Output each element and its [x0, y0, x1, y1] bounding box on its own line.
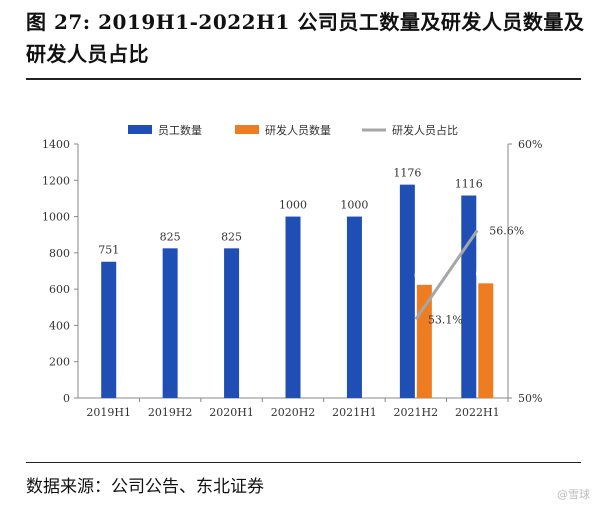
source-rule [26, 462, 581, 463]
source-note: 数据来源：公司公告、东北证券 [26, 477, 264, 497]
y-tick-label: 400 [49, 319, 70, 332]
figure-title: 图 27: 2019H1-2022H1 公司员工数量及研发人员数量及研发人员占比 [26, 10, 585, 66]
y-tick-label: 1400 [42, 138, 70, 151]
bar-employees [461, 195, 477, 398]
legend-swatch [128, 125, 152, 134]
y-tick-label: 200 [49, 356, 70, 369]
legend-label: 员工数量 [158, 124, 202, 137]
chart-area: 0 200 400 600 800 1000 1200 1400 50% 60% 2019H1 201… [0, 80, 600, 460]
y-tick-label: 1000 [42, 211, 70, 224]
y2-tick-label: 60% [518, 138, 542, 151]
data-label-ratio: 56.6% [489, 224, 524, 237]
y2-tick-label: 50% [518, 392, 542, 405]
watermark: @雪球 [557, 488, 590, 501]
legend-label: 研发人员数量 [265, 123, 331, 137]
x-tick-label: 2019H2 [148, 406, 193, 419]
data-label-employees: 1176 [393, 167, 421, 180]
y-tick-label: 0 [63, 392, 70, 405]
data-label-ratio: 53.1% [428, 313, 463, 326]
data-label-employees: 751 [98, 244, 119, 257]
x-tick-label: 2022H1 [455, 406, 500, 419]
title-rule [26, 78, 581, 80]
y-tick-label: 800 [49, 247, 70, 260]
bar-employees [346, 216, 362, 398]
x-tick-label: 2020H1 [209, 406, 254, 419]
data-label-employees: 1000 [279, 199, 307, 212]
x-tick-label: 2019H1 [86, 406, 131, 419]
x-tick-label: 2020H2 [271, 406, 316, 419]
data-label-employees: 825 [160, 230, 181, 243]
data-label-employees: 825 [221, 230, 242, 243]
bar-employees [399, 184, 415, 398]
chart-svg: 0 200 400 600 800 1000 1200 1400 50% 60% 2019H1 201… [42, 123, 542, 419]
data-label-employees: 1000 [340, 199, 368, 212]
bar-employees [224, 248, 240, 398]
data-label-rd: 624 [414, 269, 435, 282]
x-tick-label: 2021H2 [394, 406, 439, 419]
data-label-employees: 1116 [455, 178, 483, 191]
x-tick-label: 2021H1 [332, 406, 377, 419]
bar-employees [285, 216, 301, 398]
bar-employees [101, 261, 117, 398]
legend-label: 研发人员占比 [392, 123, 458, 137]
bar-employees [162, 248, 178, 398]
bar-rd [478, 283, 494, 398]
y-tick-label: 1200 [42, 174, 70, 187]
data-label-rd: 632 [475, 267, 496, 280]
y-tick-label: 600 [49, 283, 70, 296]
line-rd-ratio [414, 229, 479, 321]
legend-swatch [235, 125, 259, 134]
